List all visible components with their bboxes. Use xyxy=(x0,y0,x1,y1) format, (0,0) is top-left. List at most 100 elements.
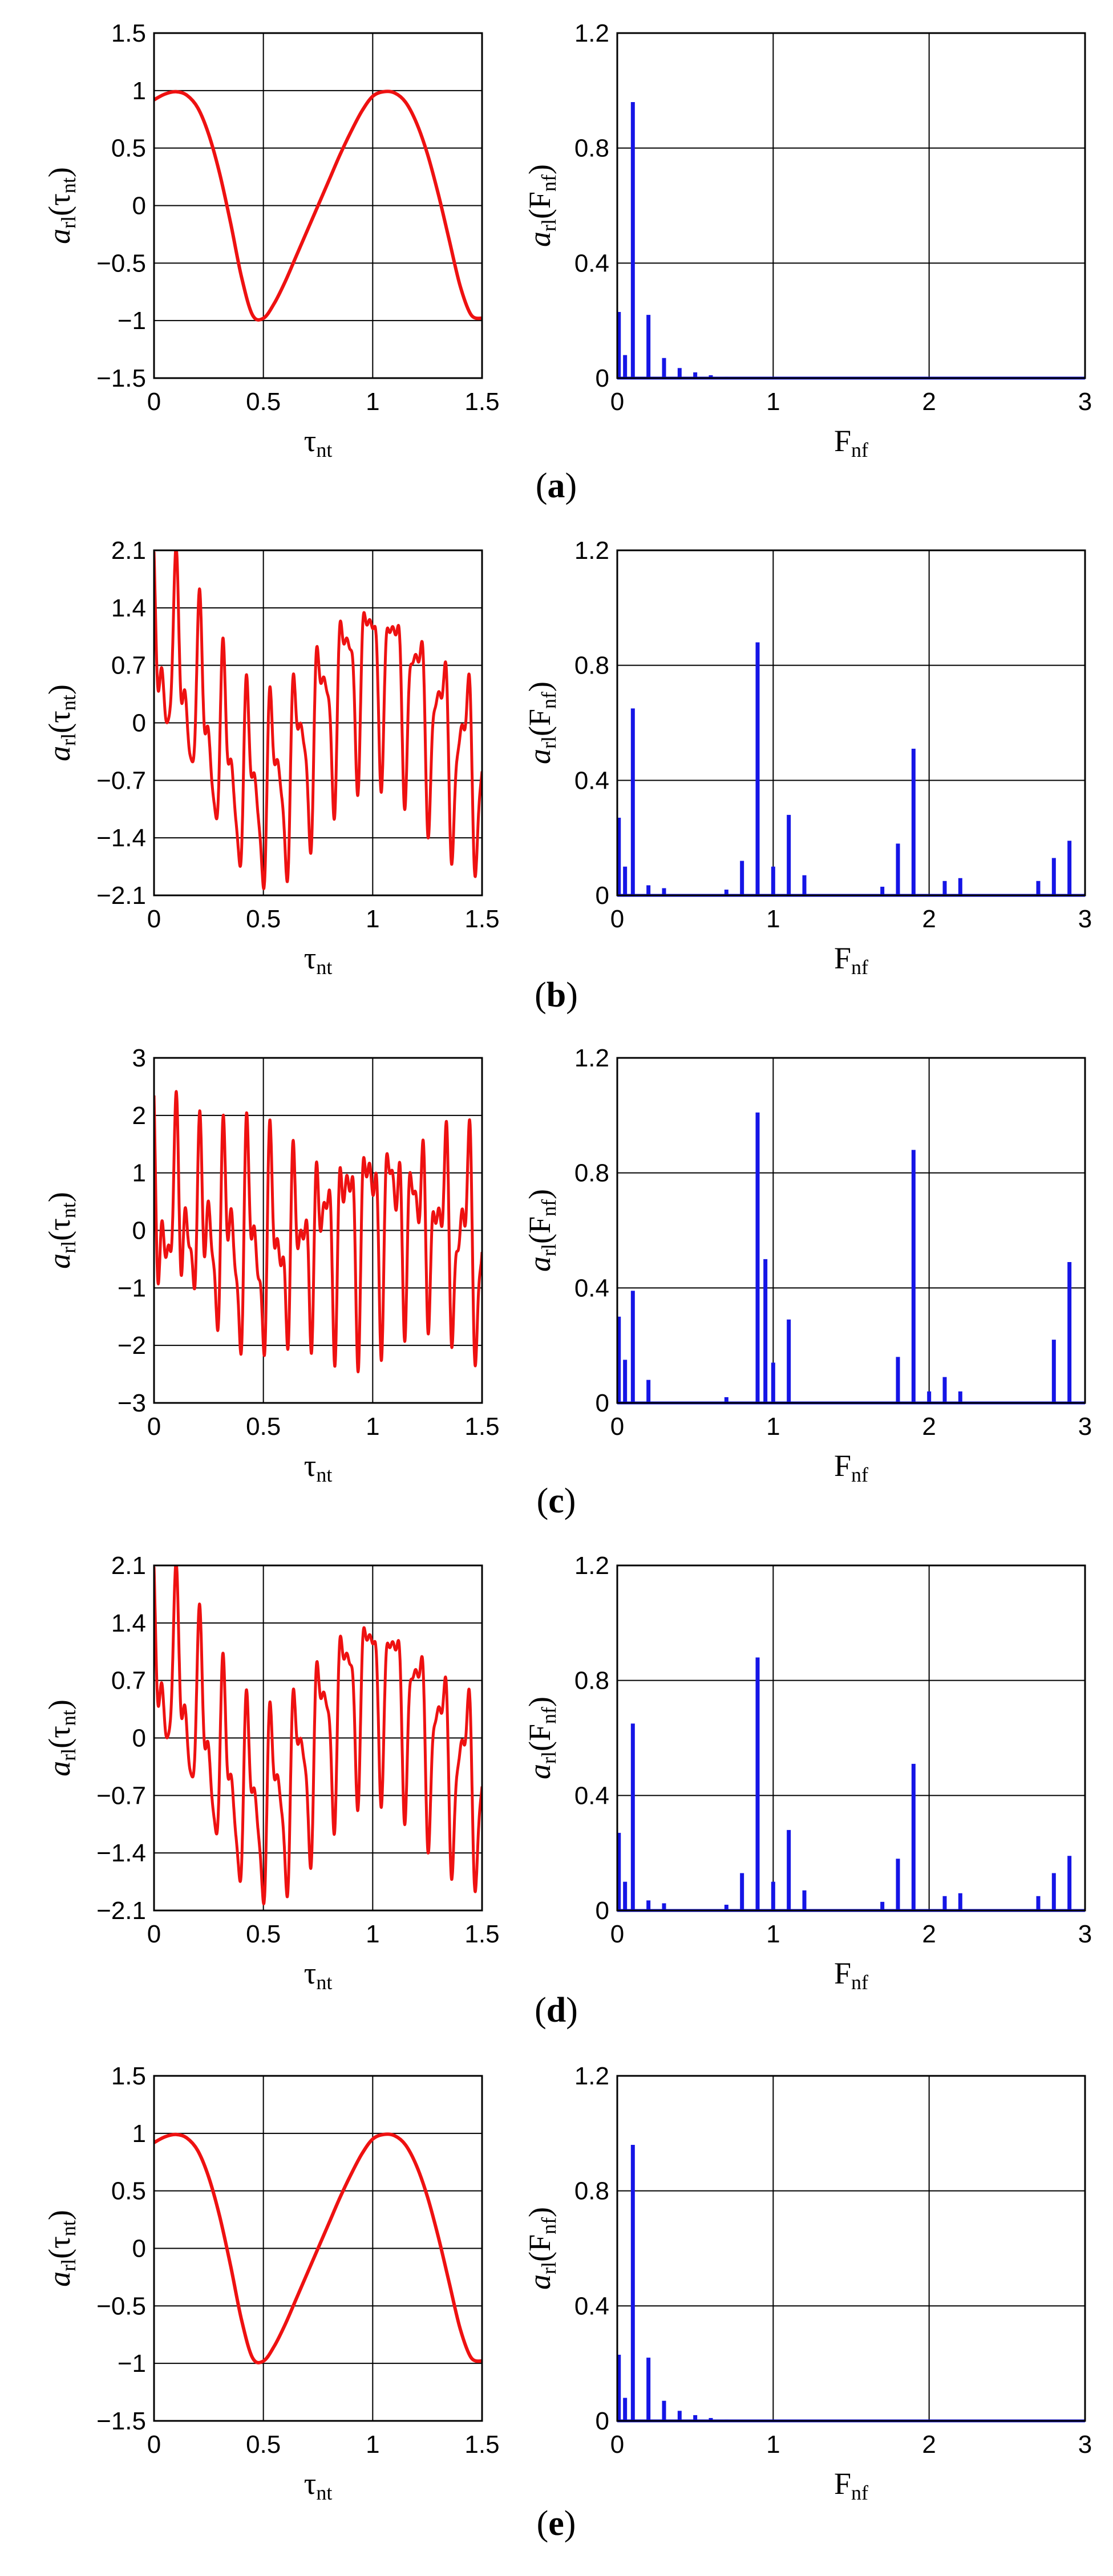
panel-e-spectrum-xlabel: Fnf xyxy=(834,2467,868,2504)
panel-b-time-xlabel: τnt xyxy=(304,941,333,979)
panel-e-time-series-line xyxy=(154,2132,482,2364)
panel-e-time-ylabel: arl(τnt) xyxy=(42,2210,80,2287)
panel-c-time-ytick-label: −3 xyxy=(118,1389,146,1417)
panel-e-time-ytick-label: 1.5 xyxy=(111,2062,146,2090)
panel-a-time-xtick-label: 1 xyxy=(366,388,379,416)
panel-b-time-ytick-label: −2.1 xyxy=(96,882,146,910)
panel-c-time-ylabel: arl(τnt) xyxy=(42,1192,80,1269)
panel-e-time-xtick-label: 1.5 xyxy=(464,2431,499,2459)
panel-e-spectrum-frame xyxy=(616,2075,1086,2422)
panel-c-spectrum-xtick-label: 2 xyxy=(922,1413,936,1441)
panel-d-time-ytick-label: 0.7 xyxy=(111,1667,146,1695)
panel-e-time-ytick-label: −1 xyxy=(118,2350,146,2378)
panel-e-spectrum-ytick-label: 0 xyxy=(596,2407,609,2435)
panel-c-spectrum-xtick-label: 1 xyxy=(766,1413,780,1441)
panel-b-time-ytick-label: 0.7 xyxy=(111,652,146,680)
panel-e-spectrum-xtick-label: 1 xyxy=(766,2431,780,2459)
panel-d-time-ytick-label: 2.1 xyxy=(111,1552,146,1580)
panel-a-time-series-line xyxy=(154,90,482,322)
panel-b-time-xtick-label: 0.5 xyxy=(246,905,281,933)
panel-d-spectrum-xtick-label: 3 xyxy=(1078,1920,1092,1948)
panel-a-spectrum-ytick-label: 0 xyxy=(596,364,609,392)
panel-c-spectrum-ytick-label: 0.4 xyxy=(574,1274,609,1302)
panel-a-spectrum-frame xyxy=(616,32,1086,379)
panel-a-time-xtick-label: 1.5 xyxy=(464,388,499,416)
panel-d-spectrum-xlabel: Fnf xyxy=(834,1956,868,1994)
panel-b-spectrum-xtick-label: 2 xyxy=(922,905,936,933)
panel-e-time-xtick-label: 1 xyxy=(366,2431,379,2459)
panel-c-time-ytick-label: 2 xyxy=(132,1102,146,1130)
panel-e-spectrum-xtick-label: 0 xyxy=(610,2431,624,2459)
panel-c-spectrum-chart: 0 1 2 3 0 0.4 0.8 1.2 Fnf arl(Fnf) xyxy=(523,1044,1092,1486)
panel-d-time-frame xyxy=(153,1564,483,1912)
panel-c-spectrum-xlabel: Fnf xyxy=(834,1449,868,1486)
panel-c-time-ytick-label: 0 xyxy=(132,1217,146,1245)
panel-d-spectrum-ytick-label: 0 xyxy=(596,1897,609,1925)
panel-a-spectrum-xtick-label: 1 xyxy=(766,388,780,416)
panel-a-spectrum-ytick-label: 1.2 xyxy=(574,19,609,47)
caption-e: (e) xyxy=(537,2504,576,2543)
panel-b-time-ytick-label: −0.7 xyxy=(96,766,146,794)
panel-c-time-xtick-label: 1 xyxy=(366,1413,379,1441)
panel-b-spectrum-xtick-label: 3 xyxy=(1078,905,1092,933)
panel-b-time-ytick-label: 0 xyxy=(132,709,146,737)
panel-e-time-ytick-label: 1 xyxy=(132,2120,146,2148)
panel-a-spectrum-ytick-label: 0.4 xyxy=(574,249,609,277)
panel-e-time-ytick-label: 0 xyxy=(132,2235,146,2263)
panel-a-time-xlabel: τnt xyxy=(304,424,333,461)
panel-d-time-series-line xyxy=(154,1565,482,1905)
panel-c-time-xtick-label: 1.5 xyxy=(464,1413,499,1441)
panel-d-spectrum-xtick-label: 1 xyxy=(766,1920,780,1948)
panel-a-time-ytick-label: 0 xyxy=(132,192,146,220)
panel-d-time-xlabel: τnt xyxy=(304,1956,333,1994)
panel-b-time-ytick-label: 2.1 xyxy=(111,537,146,565)
panel-c-spectrum-frame xyxy=(616,1057,1086,1404)
panel-b-time-ytick-label: 1.4 xyxy=(111,594,146,622)
panel-d-spectrum-chart: 0 1 2 3 0 0.4 0.8 1.2 Fnf arl(Fnf) xyxy=(523,1552,1092,1994)
panel-a-time-ytick-label: −1.5 xyxy=(96,364,146,392)
panel-d-time-ytick-label: 1.4 xyxy=(111,1609,146,1637)
panel-d-spectrum-ytick-label: 0.8 xyxy=(574,1667,609,1695)
panel-d-time-chart: 0 0.5 1 1.5 −2.1 −1.4 −0.7 0 0.7 1.4 2.1 τnt arl(τnt… xyxy=(42,1552,500,1994)
panel-c-spectrum-xtick-label: 0 xyxy=(610,1413,624,1441)
panel-b-time-xtick-label: 1 xyxy=(366,905,379,933)
panel-d-time-xtick-label: 1.5 xyxy=(464,1920,499,1948)
panel-a-spectrum-ylabel: arl(Fnf) xyxy=(523,164,560,247)
panel-a-time-ylabel: arl(τnt) xyxy=(42,167,80,244)
panel-e-spectrum-ytick-label: 0.4 xyxy=(574,2292,609,2320)
panel-a-time-xtick-label: 0 xyxy=(147,388,161,416)
panel-d-spectrum-frame xyxy=(616,1564,1086,1912)
panel-d-time-ytick-label: 0 xyxy=(132,1725,146,1753)
panel-a-spectrum-chart: 0 1 2 3 0 0.4 0.8 1.2 Fnf arl(Fnf) xyxy=(523,19,1092,461)
panel-e-spectrum-xtick-label: 2 xyxy=(922,2431,936,2459)
panel-e-spectrum-chart: 0 1 2 3 0 0.4 0.8 1.2 Fnf arl(Fnf) xyxy=(523,2062,1092,2504)
panel-b-spectrum-xtick-label: 0 xyxy=(610,905,624,933)
panel-a-time-frame xyxy=(153,32,483,379)
panel-d-time-ytick-label: −0.7 xyxy=(96,1782,146,1810)
panel-b-time-chart: 0 0.5 1 1.5 −2.1 −1.4 −0.7 0 0.7 1.4 2.1 τnt arl(τnt… xyxy=(42,537,500,979)
panel-c-time-ytick-label: 3 xyxy=(132,1044,146,1072)
panel-c-spectrum-ytick-label: 1.2 xyxy=(574,1044,609,1072)
panel-b-spectrum-ytick-label: 0.8 xyxy=(574,652,609,680)
panel-c-time-chart: 0 0.5 1 1.5 −3 −2 −1 0 1 2 3 τnt arl(τnt) xyxy=(42,1044,500,1486)
panel-c-time-xtick-label: 0.5 xyxy=(246,1413,281,1441)
panel-a-time-ytick-label: 0.5 xyxy=(111,135,146,163)
panel-c-time-xlabel: τnt xyxy=(304,1449,333,1486)
panel-d-time-xtick-label: 0 xyxy=(147,1920,161,1948)
panel-a-spectrum-xlabel: Fnf xyxy=(834,424,868,461)
panel-c-spectrum-ylabel: arl(Fnf) xyxy=(523,1189,560,1272)
panel-a-time-chart: 0 0.5 1 1.5 −1.5 −1 −0.5 0 0.5 1 1.5 τnt arl(τnt) xyxy=(42,19,500,461)
caption-b: (b) xyxy=(535,976,578,1015)
panel-e-spectrum-ytick-label: 1.2 xyxy=(574,2062,609,2090)
panel-a-spectrum-xtick-label: 0 xyxy=(610,388,624,416)
panel-b-spectrum-ytick-label: 1.2 xyxy=(574,537,609,565)
panel-c-time-ytick-label: −2 xyxy=(118,1332,146,1360)
panel-a-time-xtick-label: 0.5 xyxy=(246,388,281,416)
panel-e-spectrum-xtick-label: 3 xyxy=(1078,2431,1092,2459)
panel-e-time-xtick-label: 0 xyxy=(147,2431,161,2459)
panel-e-time-ytick-label: −0.5 xyxy=(96,2292,146,2320)
panel-d-spectrum-ylabel: arl(Fnf) xyxy=(523,1697,560,1779)
panel-b-spectrum-chart: 0 1 2 3 0 0.4 0.8 1.2 Fnf arl(Fnf) xyxy=(523,537,1092,979)
panel-a-spectrum-xtick-label: 3 xyxy=(1078,388,1092,416)
panel-b-spectrum-ytick-label: 0.4 xyxy=(574,766,609,794)
